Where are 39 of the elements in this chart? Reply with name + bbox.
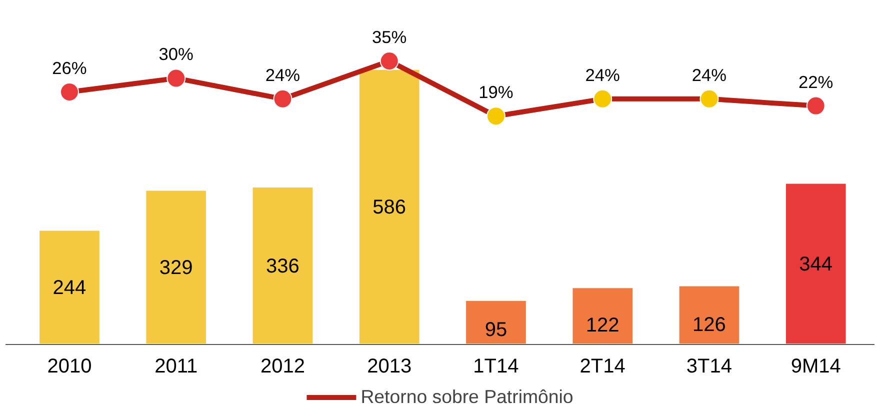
data-label: 24% (585, 64, 620, 85)
data-label: 24% (692, 64, 727, 85)
data-label: 244 (52, 277, 86, 300)
x-tick-label: 2011 (154, 356, 198, 378)
bar (38, 228, 102, 344)
point (166, 68, 186, 88)
x-tick-label: 2T14 (580, 356, 626, 378)
data-label: 24% (265, 64, 300, 85)
data-label: 22% (798, 72, 834, 92)
point (700, 89, 719, 108)
data-label: 26% (52, 58, 87, 78)
data-label: 586 (372, 196, 406, 219)
bar (464, 298, 528, 344)
data-label: 19% (478, 82, 514, 102)
point (273, 89, 292, 108)
bar (570, 286, 635, 344)
legend-label: Retorno sobre Patrimônio (360, 386, 574, 408)
point (380, 52, 399, 70)
x-tick-label: 9M14 (790, 356, 841, 378)
x-tick-label: 3T14 (686, 356, 732, 378)
bar (784, 182, 848, 344)
data-label: 336 (266, 255, 300, 278)
point (593, 89, 612, 108)
bar (677, 284, 742, 344)
x-tick-label: 1T14 (473, 356, 519, 378)
bar (144, 188, 208, 344)
data-label: 95 (484, 318, 508, 341)
point (486, 106, 506, 126)
point (806, 96, 826, 116)
point (60, 82, 79, 102)
x-tick-label: 2010 (47, 356, 92, 378)
data-label: 122 (586, 314, 620, 336)
x-tick-label: 2012 (260, 356, 305, 378)
data-label: 30% (158, 44, 194, 64)
x-tick-label: 2013 (367, 356, 412, 378)
data-label: 329 (159, 257, 193, 280)
data-label: 344 (799, 254, 833, 276)
data-label: 126 (692, 314, 726, 336)
data-label: 35% (372, 26, 407, 47)
